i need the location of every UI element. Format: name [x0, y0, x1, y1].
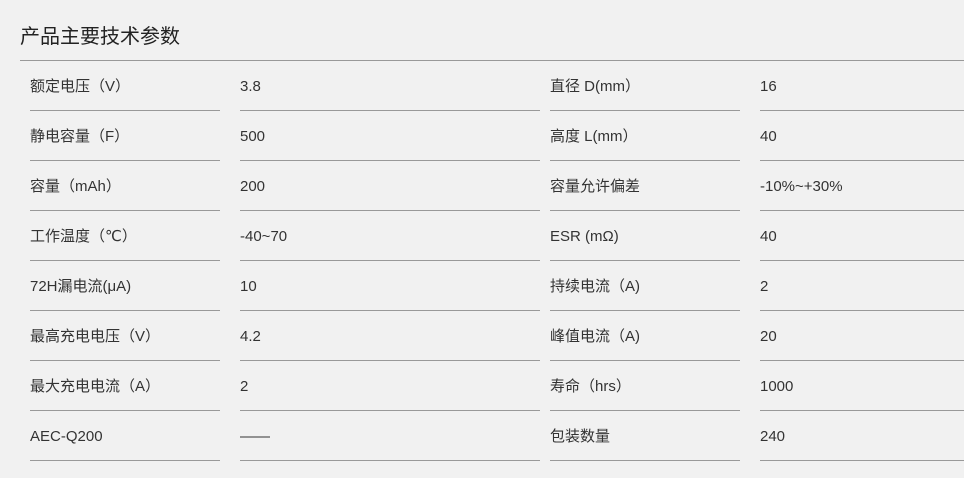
- spec-label: AEC-Q200: [30, 411, 220, 461]
- table-row: 额定电压（V） 3.8 直径 D(mm） 16: [30, 61, 964, 111]
- spec-value: 200: [240, 161, 540, 211]
- spec-value: ——: [240, 411, 540, 461]
- spec-label: 容量（mAh）: [30, 161, 220, 211]
- spec-label: 容量允许偏差: [550, 161, 740, 211]
- spec-value: 240: [760, 411, 964, 461]
- spec-label: 峰值电流（A): [550, 311, 740, 361]
- spec-label: 直径 D(mm）: [550, 61, 740, 111]
- spec-value: 3.8: [240, 61, 540, 111]
- spec-label: 最高充电电压（V）: [30, 311, 220, 361]
- spec-label: 72H漏电流(μA): [30, 261, 220, 311]
- spec-label: 静电容量（F）: [30, 111, 220, 161]
- spec-value: 10: [240, 261, 540, 311]
- spec-value: 20: [760, 311, 964, 361]
- table-row: 最大充电电流（A） 2 寿命（hrs） 1000: [30, 361, 964, 411]
- table-row: AEC-Q200 —— 包装数量 240: [30, 411, 964, 461]
- spec-label: 持续电流（A): [550, 261, 740, 311]
- spec-value: 2: [240, 361, 540, 411]
- spec-label: ESR (mΩ): [550, 211, 740, 261]
- title-divider: [20, 60, 964, 61]
- spec-label: 额定电压（V）: [30, 61, 220, 111]
- table-row: 工作温度（℃） -40~70 ESR (mΩ) 40: [30, 211, 964, 261]
- section-title: 产品主要技术参数: [20, 26, 180, 48]
- spec-value: 1000: [760, 361, 964, 411]
- spec-value: 2: [760, 261, 964, 311]
- spec-value: 16: [760, 61, 964, 111]
- table-row: 容量（mAh） 200 容量允许偏差 -10%~+30%: [30, 161, 964, 211]
- spec-value: 500: [240, 111, 540, 161]
- spec-value: 4.2: [240, 311, 540, 361]
- spec-label: 最大充电电流（A）: [30, 361, 220, 411]
- spec-value: -10%~+30%: [760, 161, 964, 211]
- spec-value: 40: [760, 211, 964, 261]
- spec-label: 包装数量: [550, 411, 740, 461]
- spec-label: 高度 L(mm）: [550, 111, 740, 161]
- spec-value: 40: [760, 111, 964, 161]
- spec-label: 工作温度（℃）: [30, 211, 220, 261]
- spec-value: -40~70: [240, 211, 540, 261]
- spec-table: 额定电压（V） 3.8 直径 D(mm） 16 静电容量（F） 500 高度 L(mm） 40…: [30, 61, 964, 461]
- table-row: 最高充电电压（V） 4.2 峰值电流（A) 20: [30, 311, 964, 361]
- spec-label: 寿命（hrs）: [550, 361, 740, 411]
- table-row: 72H漏电流(μA) 10 持续电流（A) 2: [30, 261, 964, 311]
- table-row: 静电容量（F） 500 高度 L(mm） 40: [30, 111, 964, 161]
